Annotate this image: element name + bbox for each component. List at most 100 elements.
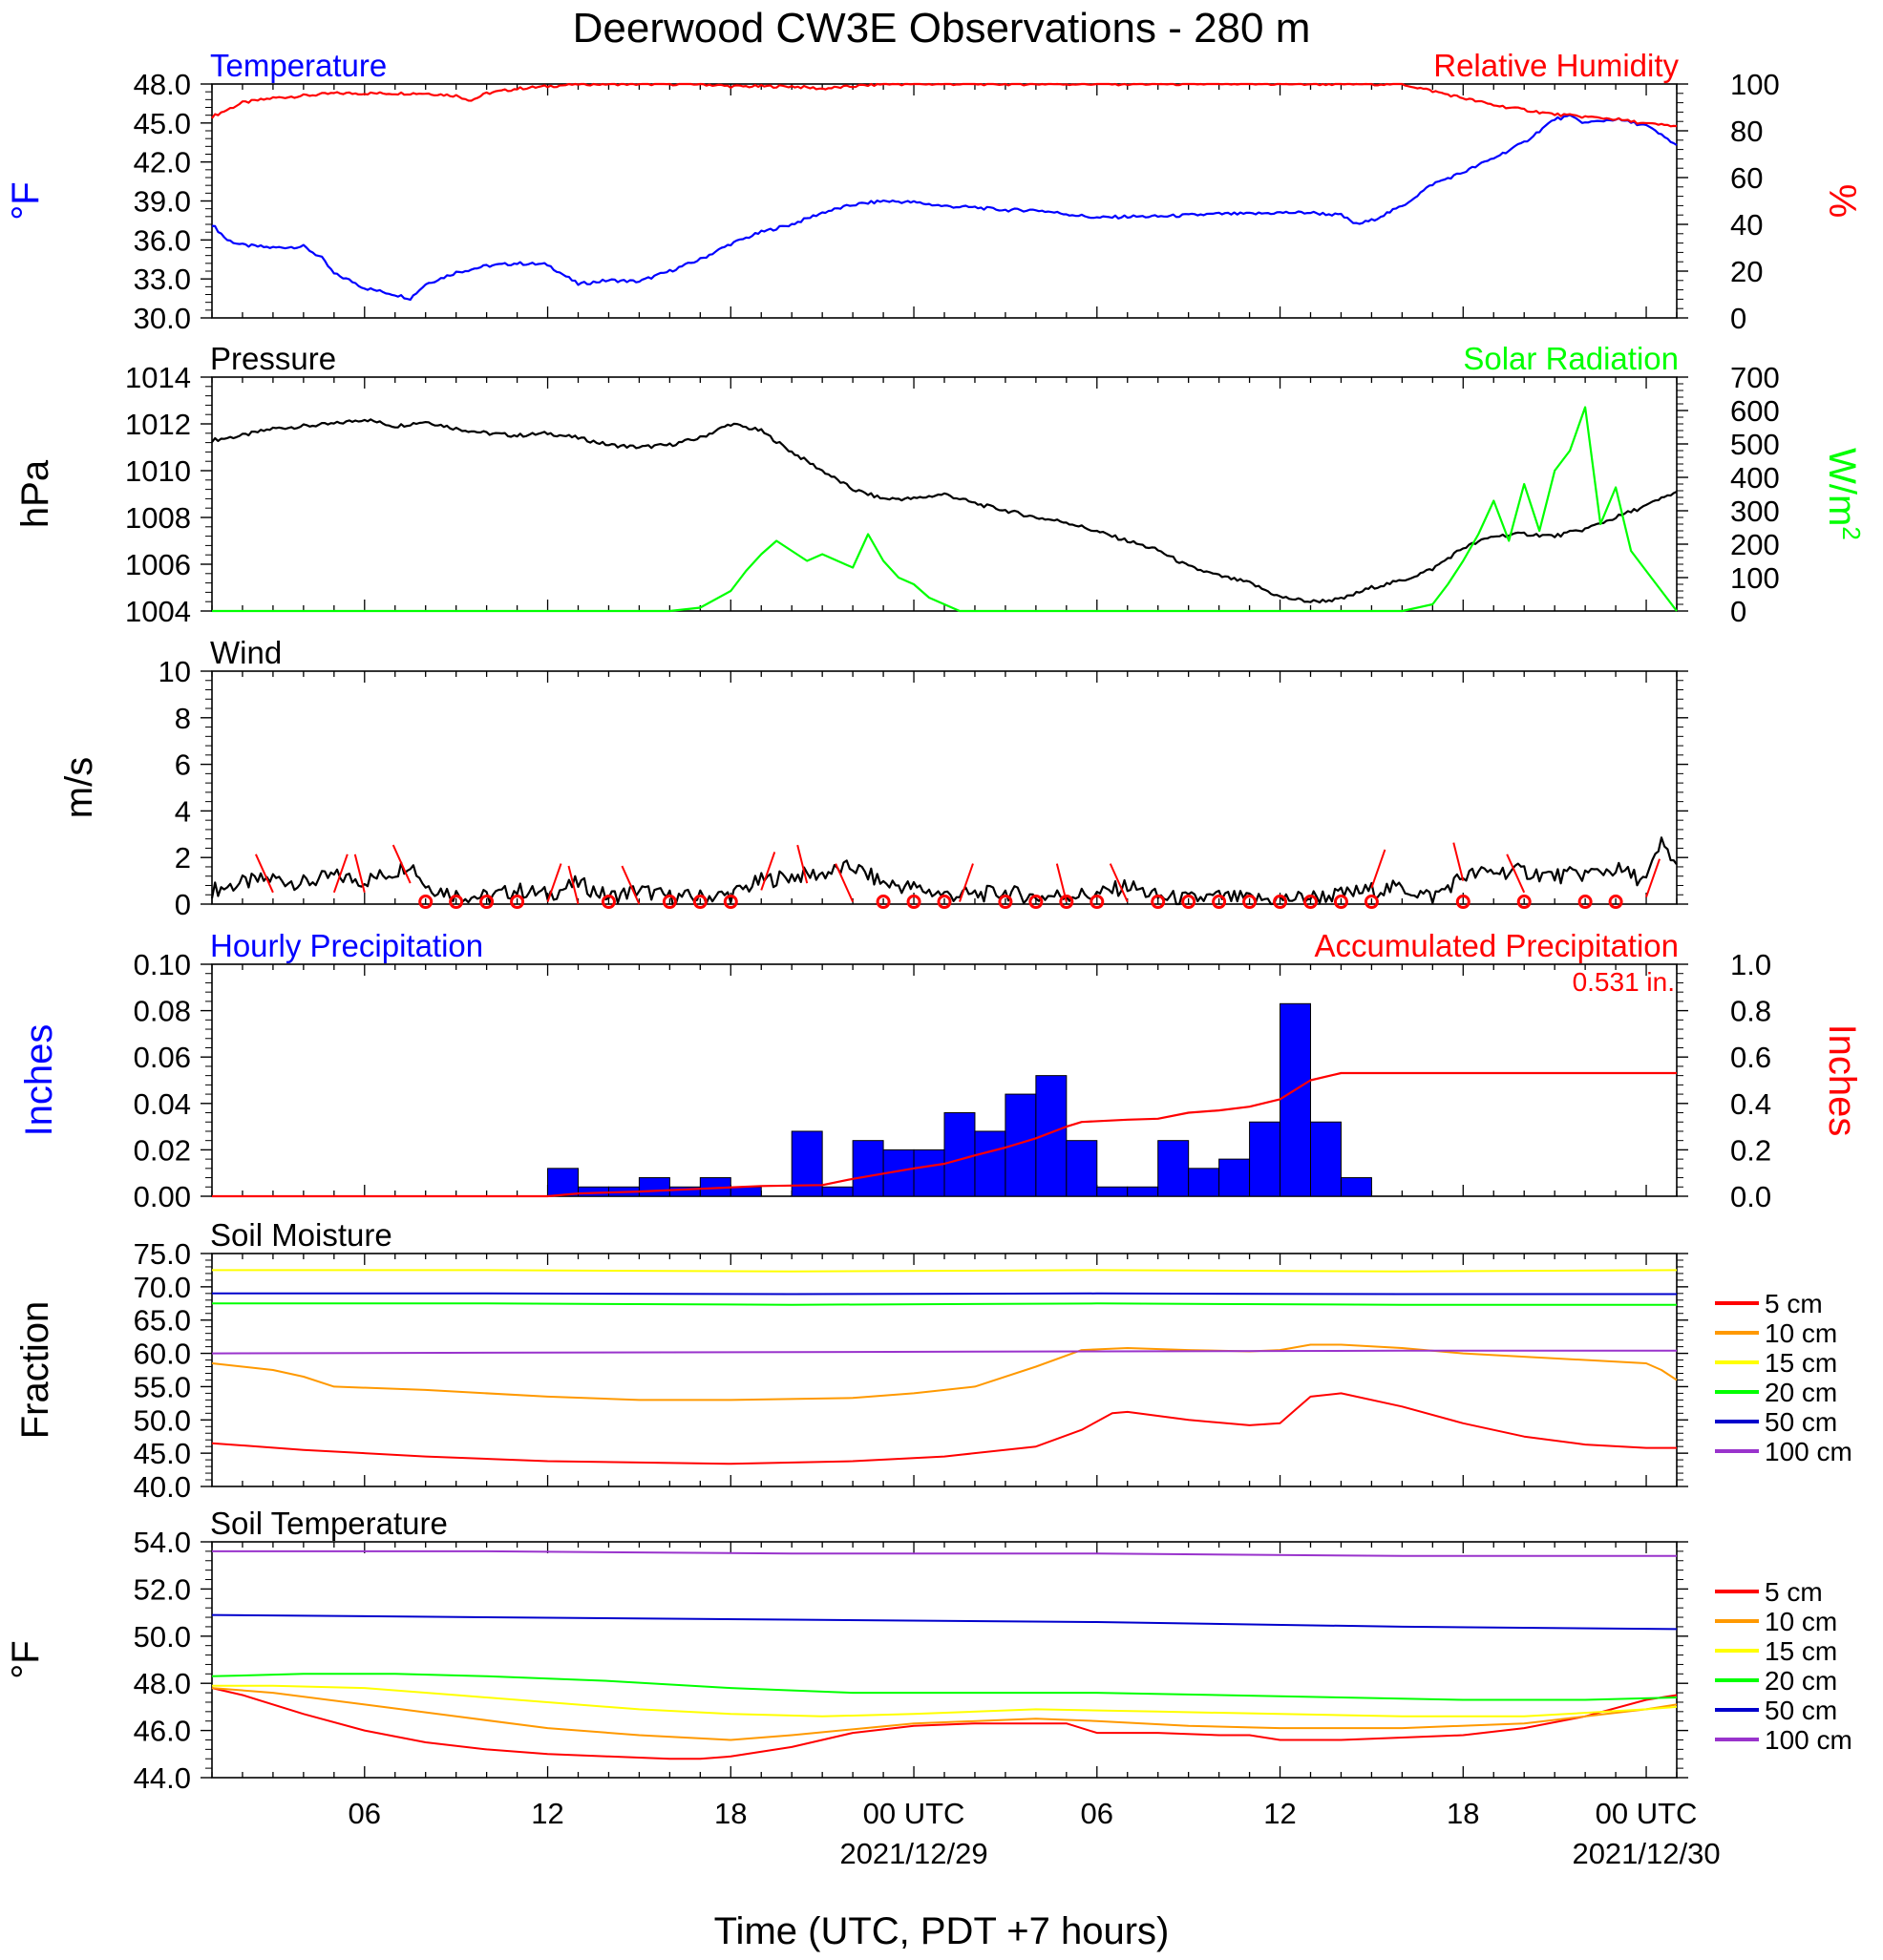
series-line-100-cm: [211, 1349, 1677, 1355]
calm-wind-marker: [449, 895, 464, 910]
wind-barb: [621, 865, 641, 905]
y-tick-label-left: 45.0: [134, 107, 191, 140]
panel-wind: 0 2 4 6 8 10 Wind m/s: [58, 635, 1688, 921]
series-line-15-cm: [212, 1684, 1678, 1718]
precip-bar: [1310, 1121, 1342, 1197]
calm-wind-marker: [906, 895, 921, 910]
y-tick-label-left: 0.02: [134, 1133, 191, 1167]
y-tick-label-left: 1010: [125, 454, 191, 488]
legend-label: 10 cm: [1765, 1607, 1837, 1636]
y-tick-label-right: 0.0: [1730, 1180, 1771, 1213]
x-tick-label: 18: [714, 1797, 747, 1830]
y-tick-label-left: 65.0: [134, 1304, 191, 1338]
y-tick-label-left: 40.0: [134, 1470, 191, 1504]
y-tick-label-right: 40: [1730, 208, 1763, 242]
calm-wind-marker: [692, 895, 708, 910]
y-tick-label-right: 0.2: [1730, 1133, 1771, 1167]
y-tick-label-right: 60: [1730, 161, 1763, 195]
y-tick-label-left: 48.0: [134, 68, 191, 101]
y-axis-label-left: °F: [5, 181, 47, 220]
y-tick-label-left: 0.08: [134, 995, 191, 1028]
wind-barb: [332, 854, 349, 894]
y-tick-label-left: 54.0: [134, 1526, 191, 1559]
calm-wind-marker: [662, 895, 677, 910]
x-date-label: 2021/12/30: [1572, 1837, 1720, 1870]
y-tick-label-left: 0: [175, 888, 191, 921]
y-tick-label-right: 700: [1730, 361, 1780, 394]
y-tick-label-left: 1014: [125, 361, 191, 394]
series-line-temperature: [211, 114, 1678, 302]
y-tick-label-right: 100: [1730, 68, 1780, 101]
y-tick-label-right: 0: [1730, 595, 1746, 628]
y-tick-label-right: 0: [1730, 302, 1746, 335]
panel-temp_rh: 30.0 33.0 36.0 39.0 42.0 45.0 48.0 0 20 40 60 80 100…: [5, 48, 1863, 335]
panel-soil_moisture: 40.045.050.055.060.065.070.075.0 Soil Moi…: [14, 1217, 1852, 1504]
series-line-relative-humidity: [211, 82, 1678, 128]
y-tick-label-left: 33.0: [134, 263, 191, 296]
legend-label: 50 cm: [1765, 1696, 1837, 1725]
calm-wind-marker: [1608, 895, 1623, 910]
y-tick-label-right: 80: [1730, 115, 1763, 148]
calm-wind-marker: [723, 895, 738, 910]
panel-precip: 0.00 0.02 0.04 0.06 0.08 0.10 0.0 0.2 0.4 0.6 0.8 1…: [18, 928, 1863, 1213]
y-tick-label-left: 1004: [125, 595, 191, 628]
calm-wind-marker: [1303, 895, 1318, 910]
y-tick-label-left: 6: [175, 748, 191, 782]
y-axis-label-superscript: 2: [1837, 526, 1866, 539]
calm-wind-marker: [1273, 895, 1288, 910]
y-tick-label-left: 0.00: [134, 1180, 191, 1213]
y-tick-label-left: 0.10: [134, 948, 191, 981]
panel-title-left: Soil Temperature: [210, 1506, 448, 1541]
precip-bar: [1157, 1140, 1190, 1197]
calm-wind-marker: [998, 895, 1013, 910]
calm-wind-marker: [1059, 895, 1074, 910]
legend-label: 15 cm: [1765, 1636, 1837, 1666]
y-tick-label-left: 10: [159, 655, 191, 688]
calm-wind-marker: [1212, 895, 1227, 910]
y-tick-label-left: 50.0: [134, 1620, 191, 1654]
wind-barb: [1370, 849, 1386, 889]
y-axis-label-left: Inches: [18, 1024, 60, 1137]
series-line-wind: [210, 836, 1678, 906]
y-tick-label-left: 70.0: [134, 1271, 191, 1304]
plot-frame: [211, 670, 1678, 905]
y-tick-label-left: 8: [175, 702, 191, 735]
wind-barb: [1506, 854, 1526, 894]
y-tick-label-left: 45.0: [134, 1437, 191, 1470]
y-tick-label-left: 36.0: [134, 223, 191, 257]
panel-soil_temperature: 44.0 46.0 48.0 50.0 52.0 54.0 Soil Temperature…: [5, 1506, 1852, 1795]
y-tick-label-left: 1006: [125, 548, 191, 581]
y-tick-label-left: 0.06: [134, 1041, 191, 1074]
precip-bar: [852, 1140, 884, 1197]
panel-title-left: Pressure: [210, 341, 336, 376]
y-tick-label-left: 39.0: [134, 185, 191, 219]
x-tick-label: 00 UTC: [1596, 1797, 1698, 1830]
y-axis-label-left: °F: [5, 1640, 47, 1678]
calm-wind-marker: [479, 895, 495, 910]
calm-wind-marker: [1516, 895, 1532, 910]
panel-title-left: Hourly Precipitation: [210, 928, 483, 963]
y-axis-label-left: hPa: [14, 459, 56, 528]
wind-barb: [1452, 842, 1465, 881]
precip-bar: [1096, 1186, 1129, 1197]
x-tick-label: 12: [1263, 1797, 1296, 1830]
series-line-20-cm: [212, 1302, 1677, 1306]
calm-wind-marker: [1181, 895, 1196, 910]
panels: 30.033.036.039.042.045.048.0020406080100…: [5, 48, 1866, 1795]
precip-bar: [913, 1149, 945, 1197]
y-tick-label-left: 42.0: [134, 146, 191, 179]
x-tick-label: 18: [1447, 1797, 1479, 1830]
calm-wind-marker: [1090, 895, 1105, 910]
precip-bar: [1340, 1177, 1372, 1197]
y-tick-label-left: 50.0: [134, 1403, 191, 1437]
chart-title: Deerwood CW3E Observations - 280 m: [573, 5, 1311, 52]
series-line-5-cm: [211, 1687, 1678, 1760]
precip-bar: [578, 1186, 609, 1197]
precip-bar: [547, 1168, 580, 1197]
y-tick-label-left: 44.0: [134, 1761, 191, 1795]
x-axis: 06 12 18 00 UTC 06 12 18 00 UTC 2021/12/29 2021/1…: [349, 1797, 1721, 1870]
y-tick-label-left: 4: [175, 794, 191, 828]
precip-bar: [1249, 1121, 1281, 1197]
y-axis-label-right: Inches: [1821, 1024, 1863, 1137]
